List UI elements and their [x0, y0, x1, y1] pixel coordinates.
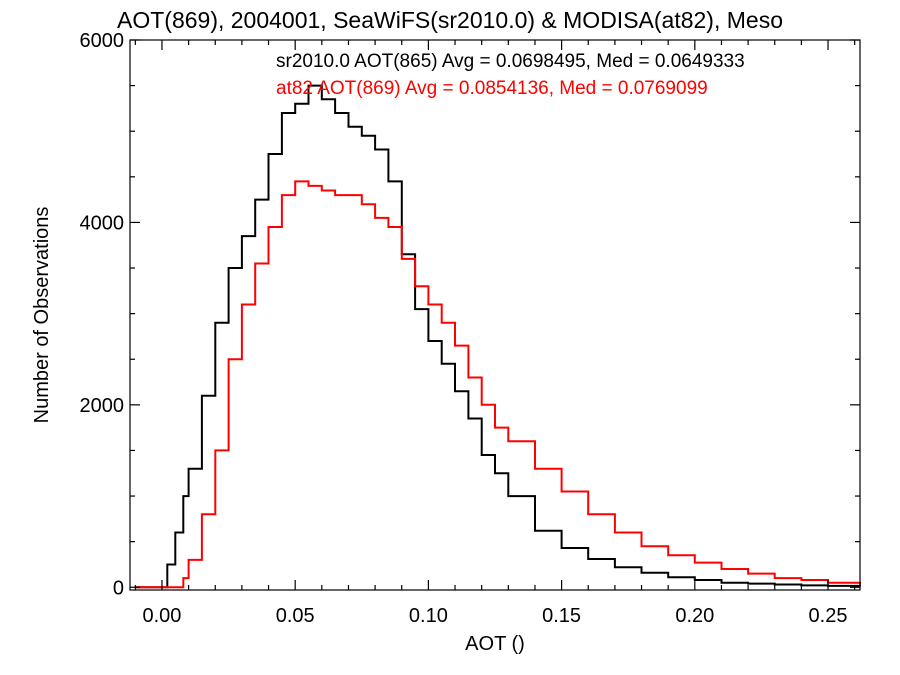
x-tick-label: 0.15	[542, 605, 581, 627]
y-tick-label: 6000	[80, 30, 125, 52]
plot-frame	[129, 39, 861, 591]
y-axis-label: Number of Observations	[31, 207, 53, 424]
x-axis-label: AOT ()	[465, 633, 525, 655]
x-tick-label: 0.10	[409, 605, 448, 627]
series-layer	[135, 84, 861, 589]
y-tick-label: 0	[113, 577, 124, 599]
x-tick-label: 0.25	[809, 605, 848, 627]
x-tick-label: 0.00	[143, 605, 182, 627]
x-tick-label: 0.20	[675, 605, 714, 627]
legend-entry-at82: at82 AOT(869) Avg = 0.0854136, Med = 0.0…	[276, 78, 708, 99]
series-line-1	[135, 180, 861, 589]
chart-title: AOT(869), 2004001, SeaWiFS(sr2010.0) & M…	[117, 7, 783, 33]
x-tick-label: 0.05	[276, 605, 315, 627]
y-tick-label: 2000	[80, 395, 125, 417]
legend-entry-sr2010: sr2010.0 AOT(865) Avg = 0.0698495, Med =…	[276, 51, 745, 72]
tick-layer: 0.00 0.05 0.10 0.15 0.20 0.25 0 2000 4000 6000	[80, 30, 860, 627]
series-line-0	[135, 84, 861, 589]
y-tick-label: 4000	[80, 212, 125, 234]
